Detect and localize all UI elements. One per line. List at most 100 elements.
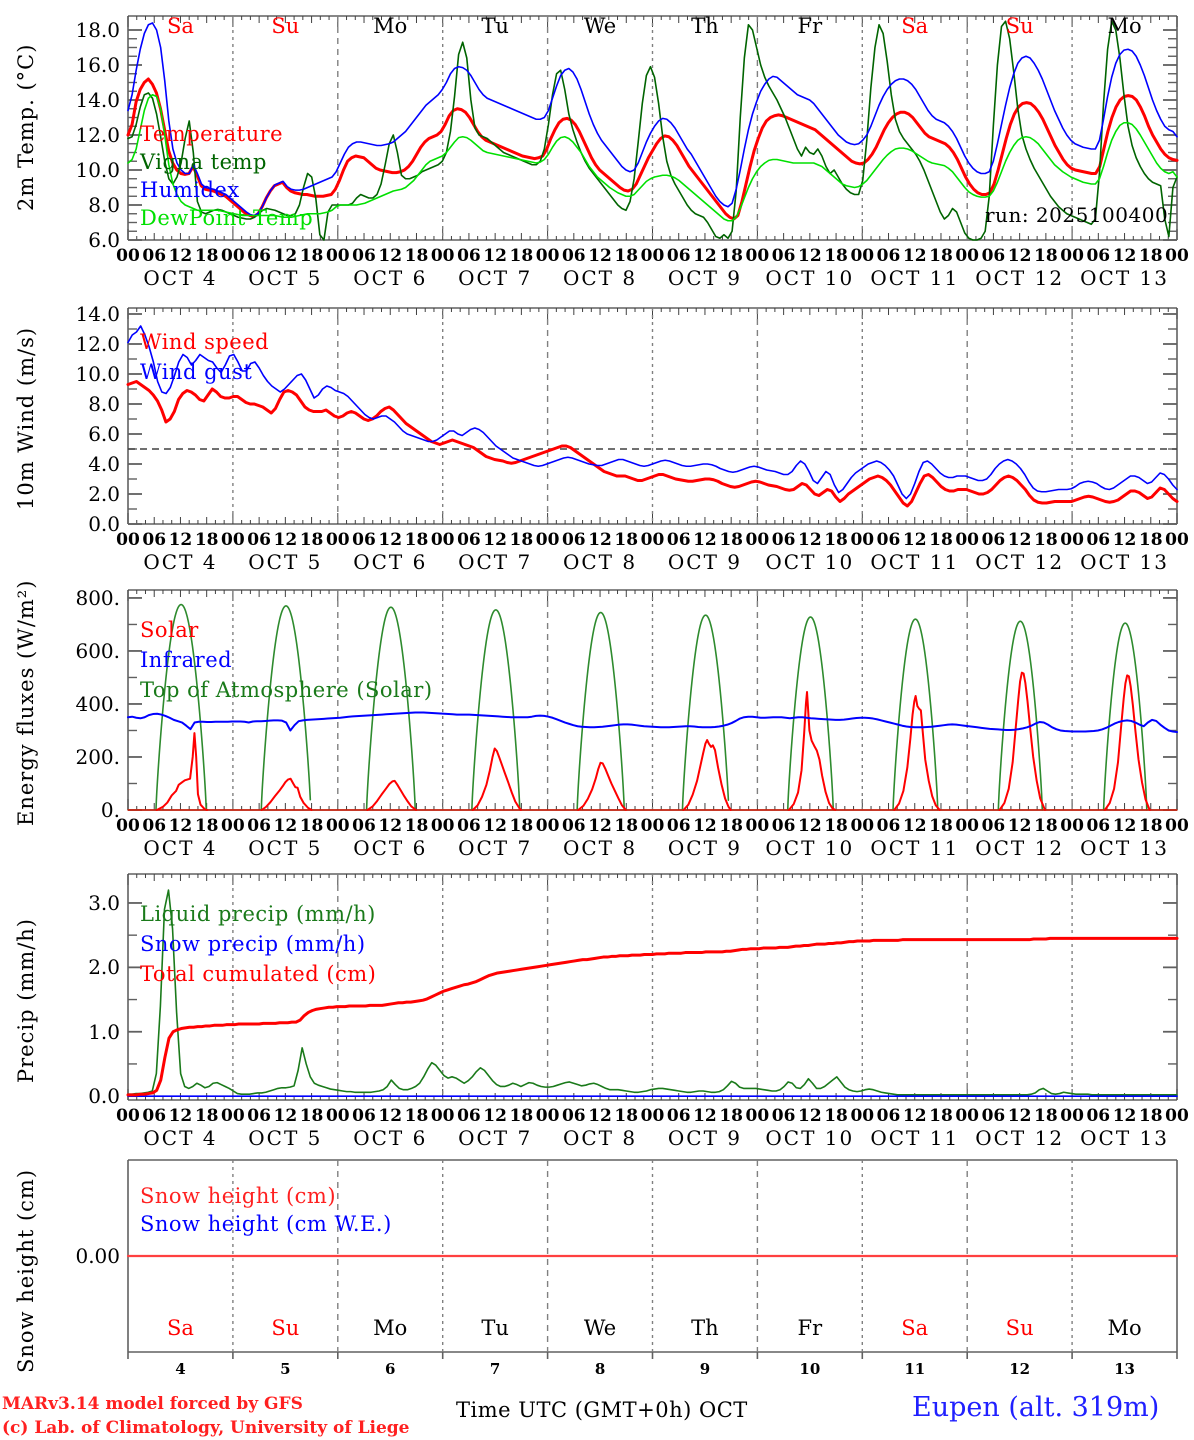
- x-day-label: OCT 13: [1080, 266, 1169, 290]
- x-hour-label: 00: [221, 816, 245, 836]
- x-hour-label: 06: [1086, 1106, 1111, 1126]
- x-hour-label: 00: [1060, 1106, 1084, 1126]
- x-hour-label: 06: [247, 816, 271, 836]
- day-name-label: Sa: [901, 1316, 929, 1340]
- x-hour-label: 00: [1165, 530, 1189, 550]
- x-hour-label: 18: [929, 246, 953, 266]
- x-day-label: OCT 12: [975, 1126, 1065, 1150]
- x-hour-label: 12: [902, 246, 927, 266]
- x-day-number: 10: [799, 1360, 821, 1378]
- y-tick-label: 10.0: [75, 158, 120, 182]
- x-day-label: OCT 7: [458, 1126, 533, 1150]
- x-day-label: OCT 9: [667, 1126, 742, 1150]
- x-hour-label: 00: [325, 530, 350, 550]
- x-day-label: OCT 9: [667, 266, 742, 290]
- y-tick-label: 0.: [100, 798, 120, 822]
- y-tick-label: 8.0: [88, 392, 120, 416]
- x-hour-label: 00: [640, 816, 665, 836]
- y-tick-label: 16.0: [75, 53, 120, 77]
- legend-top-of-atmosphere: SolarTop of Atmosphere (Solar): [140, 678, 433, 702]
- x-day-label: OCT 8: [562, 1126, 638, 1150]
- x-hour-label: 18: [404, 1106, 429, 1126]
- legend-vigna-temp: Vigna temp: [140, 150, 267, 174]
- x-hour-label: 00: [745, 246, 770, 266]
- legend-temperature: Temperature: [140, 122, 284, 146]
- x-day-label: OCT 10: [765, 1126, 855, 1150]
- x-hour-label: 18: [1138, 246, 1163, 266]
- y-tick-label: 18.0: [75, 18, 120, 42]
- day-name-label: Tu: [481, 1316, 509, 1340]
- station-label: Eupen (alt. 319m): [912, 1392, 1160, 1423]
- x-hour-label: 12: [273, 1106, 298, 1126]
- x-hour-label: 00: [850, 530, 875, 550]
- wind-plot: [126, 307, 1179, 525]
- x-day-label: OCT 6: [353, 1126, 428, 1150]
- model-credit-line-1: MARv3.14 model forced by GFS: [2, 1394, 303, 1414]
- x-hour-label: 12: [483, 816, 507, 836]
- x-day-label: OCT 13: [1080, 836, 1169, 860]
- x-hour-label: 06: [561, 1106, 586, 1126]
- panel-snow-height: Snow height (cm) 0.00 Snow height (cm) S…: [0, 1146, 1194, 1386]
- x-hour-label: 00: [221, 1106, 245, 1126]
- x-hour-label: 18: [929, 530, 953, 550]
- y-tick-label: 2.0: [88, 955, 120, 980]
- x-hour-label: 06: [666, 530, 691, 550]
- x-hour-label: 06: [666, 816, 691, 836]
- x-hour-label: 12: [1112, 816, 1137, 836]
- legend-snow-precip: Snow precip (mm/h): [140, 932, 366, 956]
- panel-temperature: 2m Temp. (°C) 6.0 8.0 10.0 12.0 14.0 16.0 18.0…: [0, 0, 1194, 290]
- x-hour-label: 18: [614, 246, 639, 266]
- day-name-label: Su: [271, 14, 300, 38]
- x-hour-label: 18: [404, 816, 429, 836]
- day-name-label: Mo: [1107, 1316, 1142, 1340]
- y-tick-label: 6.0: [88, 228, 120, 252]
- x-hour-label: 12: [378, 246, 403, 266]
- x-hour-label: 12: [1007, 530, 1032, 550]
- x-hour-label: 12: [588, 246, 612, 266]
- x-day-number: 9: [699, 1360, 711, 1378]
- x-day-label: OCT 10: [765, 836, 855, 860]
- x-hour-label: 00: [1060, 530, 1084, 550]
- x-hour-label: 00: [535, 530, 560, 550]
- legend-snow-height-we: Snow height (cm W.E.): [140, 1212, 392, 1236]
- x-hour-label: 06: [876, 530, 901, 550]
- x-hour-label: 18: [719, 246, 744, 266]
- x-hour-label: 00: [955, 530, 980, 550]
- x-hour-label: 12: [273, 530, 298, 550]
- x-hour-label: 12: [798, 530, 822, 550]
- y-tick-label: 12.0: [75, 123, 120, 147]
- day-name-label: Mo: [373, 14, 408, 38]
- x-hour-label: 18: [509, 246, 534, 266]
- x-hour-label: 12: [1112, 530, 1137, 550]
- x-hour-label: 12: [902, 816, 927, 836]
- x-day-label: OCT 11: [870, 1126, 960, 1150]
- y-tick-label: 12.0: [75, 332, 120, 356]
- x-day-label: OCT 8: [562, 550, 638, 574]
- x-day-label: OCT 5: [248, 266, 323, 290]
- day-name-label: Su: [1005, 14, 1034, 38]
- x-hour-label: 00: [1060, 246, 1084, 266]
- x-day-label: OCT 12: [975, 266, 1065, 290]
- x-hour-label: 00: [745, 1106, 770, 1126]
- x-hour-label: 18: [614, 530, 639, 550]
- x-hour-label: 18: [719, 530, 744, 550]
- x-hour-label: 00: [1165, 246, 1189, 266]
- x-hour-label: 18: [194, 1106, 219, 1126]
- x-hour-label: 18: [1138, 816, 1163, 836]
- x-hour-label: 00: [221, 246, 245, 266]
- x-hour-label: 00: [745, 816, 770, 836]
- x-hour-label: 06: [981, 816, 1006, 836]
- x-hour-label: 18: [1138, 530, 1163, 550]
- day-name-label: Th: [691, 1316, 719, 1340]
- x-day-number: 6: [385, 1360, 396, 1378]
- x-hour-label: 06: [457, 1106, 481, 1126]
- run-label: run: 2025100400: [985, 203, 1169, 227]
- x-hour-label: 00: [535, 1106, 560, 1126]
- x-day-number: 11: [904, 1360, 926, 1378]
- x-day-label: OCT 6: [353, 550, 428, 574]
- x-hour-label: 12: [693, 816, 717, 836]
- x-hour-label: 00: [116, 246, 140, 266]
- x-hour-label: 18: [299, 816, 324, 836]
- x-hour-label: 18: [824, 246, 848, 266]
- snow-plot: [126, 1159, 1179, 1359]
